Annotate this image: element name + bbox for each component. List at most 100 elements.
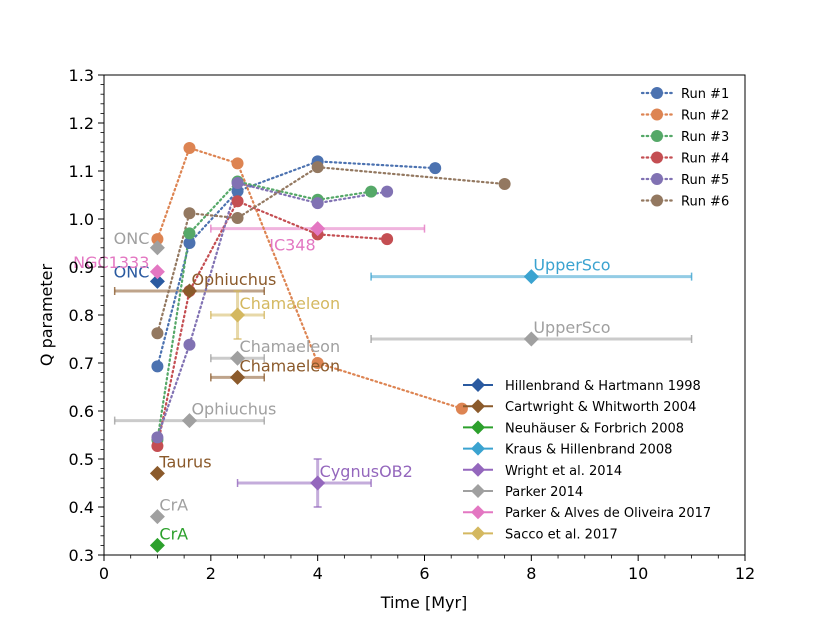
run-point [381,233,394,246]
run-point [183,227,196,240]
observation-label: Ophiuchus [191,270,276,289]
run-point [151,327,164,340]
x-tick-label: 10 [628,564,648,583]
observation-point [230,307,246,323]
observation-point [181,283,197,299]
observation-label: CrA [159,496,188,515]
y-tick-label: 0.3 [69,546,94,565]
y-tick-label: 0.6 [69,402,94,421]
run-point [311,357,324,369]
legend-run-marker [651,87,663,99]
observation-label: Chamaeleon [240,294,341,313]
x-tick-label: 8 [526,564,536,583]
legend-run-marker [651,194,663,207]
observation-point [149,509,165,525]
run-point [429,162,442,175]
run-point [498,177,511,190]
legend-run-marker [651,173,663,185]
run-point [231,177,244,189]
run-point [183,207,196,220]
observation-point [149,240,165,256]
observation-point [149,537,165,553]
observation-point [181,413,197,429]
legend-obs-marker [471,462,485,477]
observation-label: ONC [114,229,150,248]
observation-point [149,273,165,289]
x-tick-label: 2 [206,564,216,583]
legend-run-label: Run #2 [681,109,729,124]
run-point [151,233,164,246]
legend-obs-marker [471,526,485,541]
legend-obs-label: Neuhäuser & Forbrich 2008 [505,421,684,436]
run-point [151,431,164,444]
legend-run-label: Run #3 [681,130,729,145]
observation-point [230,350,246,366]
observation-point [149,465,165,481]
x-tick-label: 6 [419,564,429,583]
x-axis-title: Time [Myr] [380,593,468,612]
run-point [231,212,244,225]
legend-run-marker [651,108,663,121]
legend-obs-marker [471,441,485,456]
run-point [151,440,164,453]
run-point [381,185,394,198]
legend-obs-label: Kraus & Hillenbrand 2008 [505,443,672,458]
y-axis-title: Q parameter [37,264,56,367]
observation-point [149,264,165,280]
observation-point [310,475,326,491]
observation-point [230,369,246,385]
y-tick-label: 0.7 [69,354,94,373]
observation-label: Taurus [158,452,211,471]
y-tick-label: 0.4 [69,498,94,517]
run-point [311,197,324,210]
y-tick-label: 0.5 [69,450,94,469]
y-tick-label: 1.3 [69,66,94,85]
legend-obs-marker [471,378,485,392]
legend-obs-marker [471,420,485,435]
observation-label: Ophiuchus [191,400,276,419]
observation-label: IC348 [269,236,315,255]
legend-obs-label: Sacco et al. 2017 [505,527,618,542]
run-point [183,338,196,351]
legend-run-label: Run #5 [681,173,729,188]
observation-label: Chamaeleon [240,337,341,356]
run-point [455,402,468,415]
run-point [183,141,196,154]
y-tick-label: 1.0 [69,210,94,229]
y-tick-label: 0.9 [69,258,94,277]
legend-run-label: Run #1 [681,87,729,102]
legend-run-marker [651,130,663,142]
legend-obs-marker [471,399,485,414]
run-point [183,237,196,249]
observation-point [523,269,539,285]
observation-label: ONC [114,262,150,281]
x-tick-label: 4 [313,564,323,583]
legend-obs-label: Hillenbrand & Hartmann 1998 [505,379,701,394]
legend-obs-marker [471,484,485,498]
x-tick-label: 0 [99,564,109,583]
observation-label: Chamaeleon [240,356,341,375]
observation-label: CrA [159,524,188,543]
legend-obs-marker [471,505,485,520]
observation-label: UpperSco [533,318,610,337]
legend-obs-label: Parker & Alves de Oliveira 2017 [505,506,711,521]
run-point [151,360,164,373]
observation-label: NGC1333 [73,253,149,272]
plot-area [104,75,745,555]
y-tick-label: 1.1 [69,162,94,181]
run-line [156,181,389,439]
run-point [365,185,378,198]
legend-run-marker [651,151,663,164]
legend-run-label: Run #4 [681,152,729,167]
legend-run-label: Run #6 [681,195,729,210]
y-tick-label: 0.8 [69,306,94,325]
x-tick-label: 12 [735,564,755,583]
legend-obs-label: Cartwright & Whitworth 2004 [505,400,696,415]
legend-obs-label: Parker 2014 [505,485,583,500]
observation-label: CygnusOB2 [320,462,413,481]
y-tick-label: 1.2 [69,114,94,133]
legend-obs-label: Wright et al. 2014 [505,464,622,479]
run-point [231,157,244,170]
run-line [156,166,506,335]
